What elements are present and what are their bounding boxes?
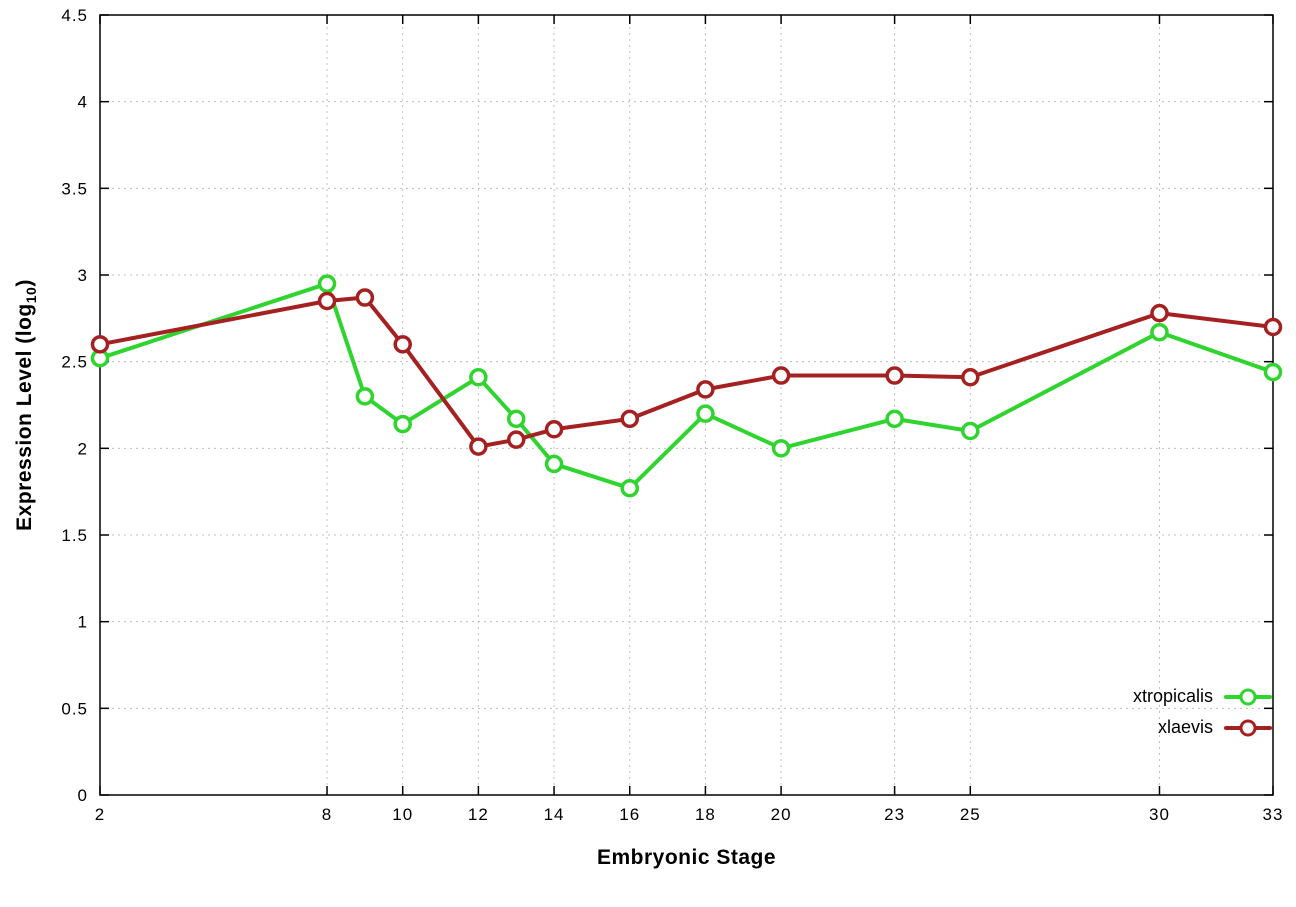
y-tick-label: 4 [78,93,88,112]
y-tick-label: 0 [78,786,88,805]
x-tick-label: 10 [392,805,413,824]
data-point-xlaevis [544,420,564,439]
data-point-xtropicalis [317,274,337,293]
y-tick-label: 1.5 [61,526,88,545]
data-point-xtropicalis [1263,362,1283,382]
x-tick-label: 12 [468,805,489,824]
y-tick-label: 2 [78,439,88,458]
data-point-xlaevis [1150,303,1169,323]
data-point-xtropicalis [620,478,639,498]
legend-label-xlaevis: xlaevis [1157,717,1213,737]
x-tick-label: 8 [322,805,332,824]
data-point-xlaevis [355,288,375,307]
legend-point-sample [1239,688,1257,705]
data-point-xtropicalis [1150,322,1169,342]
y-tick-label: 4.5 [61,6,88,25]
y-axis-title-subscript: 10 [23,286,40,304]
legend-point-sample [1239,719,1257,736]
data-point-xlaevis [1263,317,1283,337]
data-point-xtropicalis [885,409,904,429]
x-tick-label: 30 [1149,805,1170,824]
x-tick-label: 18 [695,805,716,824]
data-point-xlaevis [90,335,110,354]
x-tick-label: 23 [884,805,905,824]
legend-label-xtropicalis: xtropicalis [1132,686,1213,706]
y-axis-title: Expression Level (log10) [13,279,39,531]
data-point-xlaevis [885,366,904,385]
x-tick-label: 14 [544,805,565,824]
data-point-xtropicalis [469,368,488,387]
legend: xtropicalis xlaevis [1133,686,1272,738]
data-point-xtropicalis [393,414,412,434]
x-tick-label: 2 [95,805,105,824]
data-point-xlaevis [696,380,715,399]
data-point-xlaevis [506,430,526,449]
data-point-xtropicalis [544,454,564,474]
data-point-xlaevis [469,437,488,456]
legend-marker-xlaevis [1224,718,1272,738]
x-tick-label: 25 [960,805,981,824]
data-point-xlaevis [771,366,791,385]
x-tick-label: 20 [771,805,792,824]
series-line-xlaevis [98,295,1275,449]
data-point-xlaevis [317,291,337,311]
y-tick-label: 0.5 [61,699,88,718]
series-line-xtropicalis [98,281,1275,491]
data-point-xlaevis [393,335,412,354]
y-axis-title-text: Expression Level (log [12,303,36,531]
data-point-xtropicalis [771,439,791,458]
legend-entry-xlaevis: xlaevis [1133,717,1272,738]
data-point-xlaevis [620,409,639,429]
data-point-xlaevis [961,368,980,387]
y-tick-label: 3 [78,266,88,285]
x-tick-label: 33 [1263,805,1284,824]
legend-marker-xtropicalis [1224,687,1272,707]
data-point-xtropicalis [506,409,526,429]
data-point-xtropicalis [961,421,980,441]
plot-border [99,14,1274,796]
y-axis-title-close: ) [12,279,36,287]
y-tick-label: 1 [78,613,88,632]
y-tick-label: 3.5 [61,179,88,198]
legend-entry-xtropicalis: xtropicalis [1133,686,1272,707]
y-tick-label: 2.5 [61,353,88,372]
x-tick-label: 16 [619,805,640,824]
data-point-xtropicalis [355,387,375,406]
x-axis-title: Embryonic Stage [596,846,777,869]
data-point-xtropicalis [696,404,715,423]
